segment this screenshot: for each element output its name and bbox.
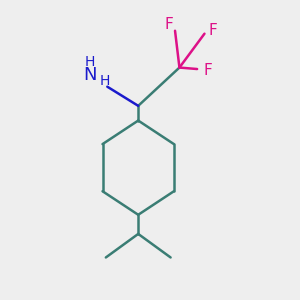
Text: H: H [100,74,110,88]
Text: F: F [203,63,212,78]
Text: N: N [83,66,96,84]
Text: F: F [165,17,173,32]
Text: F: F [209,23,218,38]
Text: H: H [85,55,95,69]
